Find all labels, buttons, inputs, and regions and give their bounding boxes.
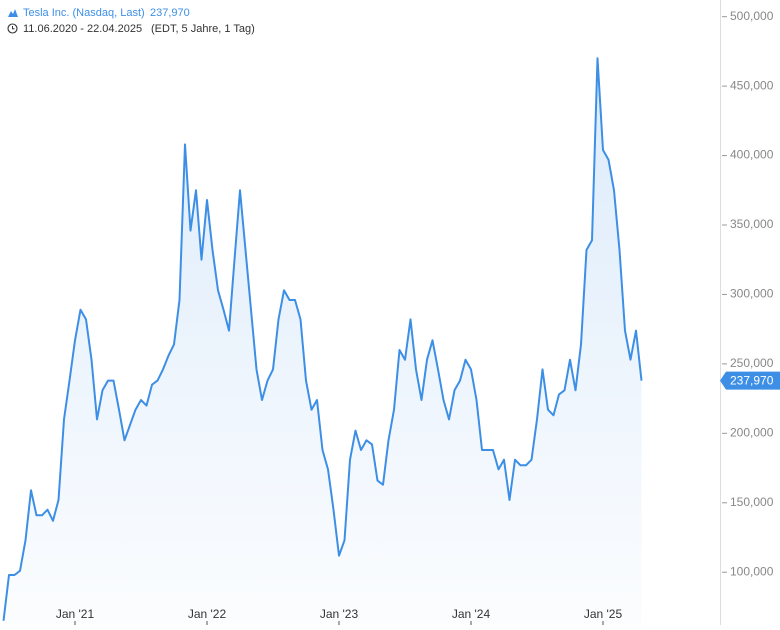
clock-icon	[7, 23, 18, 34]
price-line	[2, 57, 643, 621]
y-tick-label: 450,000	[730, 78, 774, 92]
area-fill	[3, 58, 642, 626]
y-tick-label: 500,000	[730, 9, 774, 23]
plot-area	[2, 57, 643, 626]
x-tick-label: Jan '21	[56, 607, 95, 621]
clock-hand	[12, 26, 15, 30]
last-price: 237,970	[150, 7, 190, 19]
last-price-label: 237,970	[730, 373, 774, 387]
y-tick-label: 350,000	[730, 217, 774, 231]
y-tick-label: 150,000	[730, 495, 774, 509]
y-tick-label: 300,000	[730, 287, 774, 301]
y-tick-label: 400,000	[730, 148, 774, 162]
x-tick-label: Jan '23	[320, 607, 359, 621]
x-tick-label: Jan '25	[584, 607, 623, 621]
x-tick-label: Jan '22	[188, 607, 227, 621]
series-icon	[8, 9, 18, 17]
y-tick-label: 100,000	[730, 564, 774, 578]
last-price-badge	[720, 371, 780, 390]
y-tick-label: 250,000	[730, 356, 774, 370]
date-range: 11.06.2020 - 22.04.2025	[23, 23, 142, 35]
subtitle: (EDT, 5 Jahre, 1 Tag)	[151, 23, 255, 35]
x-tick-label: Jan '24	[452, 607, 491, 621]
series-name: Tesla Inc. (Nasdaq, Last)	[23, 7, 145, 19]
y-tick-label: 200,000	[730, 426, 774, 440]
